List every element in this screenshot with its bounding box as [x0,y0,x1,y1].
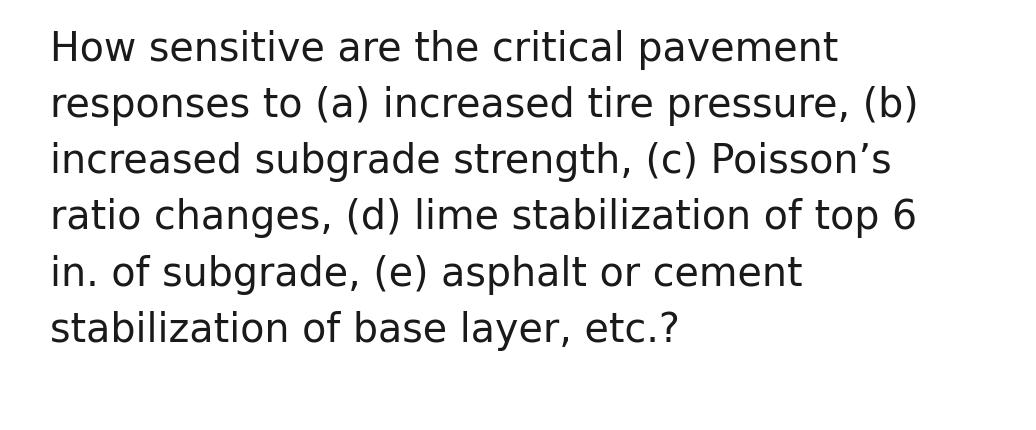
Text: How sensitive are the critical pavement
responses to (a) increased tire pressure: How sensitive are the critical pavement … [50,30,918,351]
